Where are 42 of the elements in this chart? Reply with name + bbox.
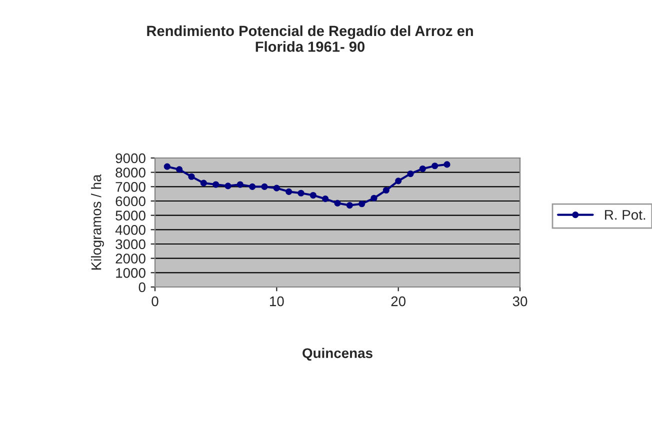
point: [444, 161, 450, 168]
point: [164, 163, 170, 170]
point: [419, 165, 426, 172]
point: [236, 181, 244, 188]
y-tick-label: 3000: [116, 239, 146, 250]
point: [358, 200, 366, 208]
point: [286, 188, 292, 195]
y-tick-label: 1000: [116, 268, 146, 278]
point: [212, 181, 220, 188]
point: [322, 196, 329, 202]
point: [224, 182, 232, 190]
y-tick-label: 0: [138, 282, 146, 292]
point: [273, 184, 280, 192]
x-axis-title: Quincenas: [302, 348, 372, 361]
point: [261, 183, 268, 190]
point: [382, 186, 390, 194]
point: [249, 183, 256, 190]
y-axis-title: Kilogramos / ha: [91, 174, 104, 270]
x-tick-label: 20: [391, 296, 406, 306]
point: [432, 162, 438, 170]
point: [370, 194, 378, 202]
y-tick-label: 2000: [116, 254, 146, 264]
y-tick-label: 9000: [116, 153, 146, 164]
point: [346, 202, 353, 209]
y-tick-label: 4000: [115, 225, 146, 235]
x-tick-label: 10: [270, 296, 284, 306]
legend-label: R. Pot.: [605, 210, 646, 220]
y-tick-label: 8000: [116, 168, 146, 178]
point: [200, 180, 207, 186]
y-tick-label: 6000: [116, 196, 146, 206]
point: [395, 178, 402, 184]
x-tick-label: 0: [152, 296, 158, 306]
y-tick-label: 7000: [116, 182, 146, 192]
point: [310, 192, 316, 199]
y-tick-label: 5000: [116, 210, 146, 221]
x-tick-label: 30: [512, 296, 528, 306]
point: [176, 166, 183, 173]
point: [188, 173, 195, 180]
point: [407, 170, 414, 178]
point: [298, 190, 304, 196]
point: [334, 200, 341, 206]
chart-title: Rendimiento Potencial de Regadío del Arroz en Florida 1961- 90: [147, 25, 473, 52]
